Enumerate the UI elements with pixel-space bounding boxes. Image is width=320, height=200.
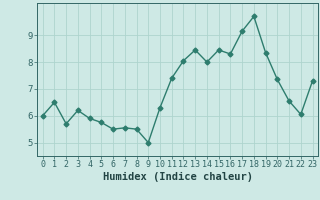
X-axis label: Humidex (Indice chaleur): Humidex (Indice chaleur) (103, 172, 252, 182)
